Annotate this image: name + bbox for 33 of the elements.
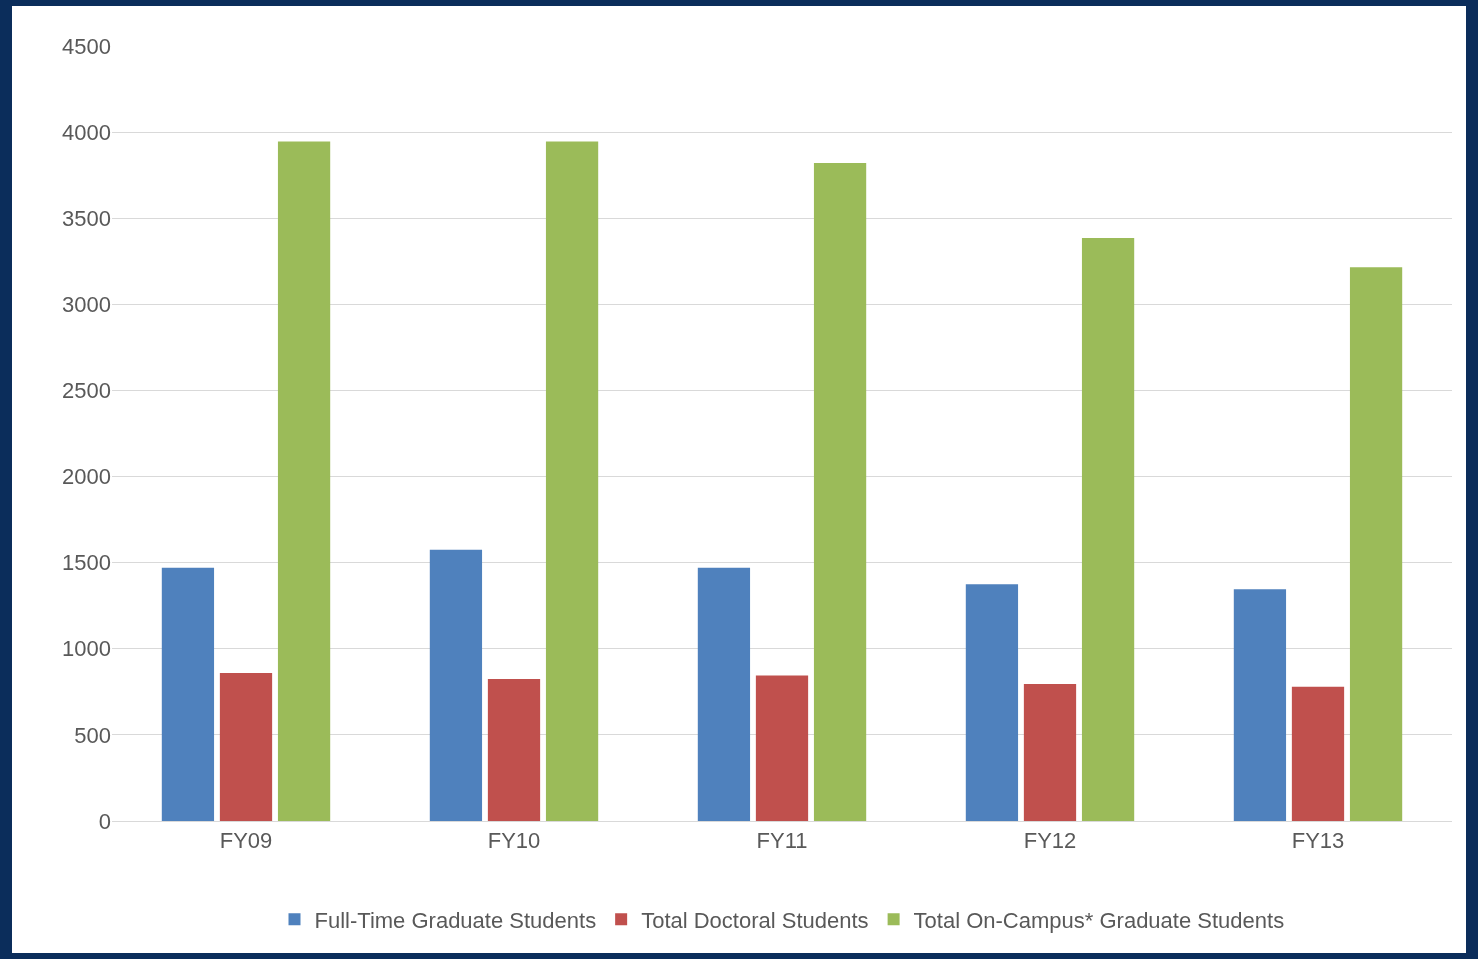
bar [219,672,273,821]
bar [545,141,599,821]
y-tick-label: 4500 [62,33,111,59]
y-tick-label: 0 [98,808,111,834]
x-tick-label: FY09 [219,828,273,854]
y-tick-label: 2000 [62,464,111,490]
y-tick-label: 3500 [62,205,111,231]
bar [1349,267,1403,821]
bar [1291,686,1345,821]
bar [697,567,751,821]
x-tick-label: FY12 [1023,828,1077,854]
legend-label: Full-Time Graduate Students [314,907,597,933]
bar [813,163,867,821]
x-tick-label: FY13 [1291,828,1345,854]
bar [755,675,809,821]
y-tick-label: 4000 [62,119,111,145]
bar [277,141,331,821]
y-tick-label: 1000 [62,636,111,662]
y-tick-label: 500 [74,722,111,748]
bar [161,567,215,821]
bar [1081,238,1135,821]
x-tick-label: FY10 [487,828,541,854]
bar [487,678,541,821]
y-tick-label: 1500 [62,550,111,576]
y-tick-label: 3000 [62,292,111,318]
bar [965,584,1019,821]
bar [429,549,483,821]
legend-label: Total On-Campus* Graduate Students [913,907,1285,933]
bar [1233,589,1287,821]
y-tick-label: 2500 [62,378,111,404]
x-tick-label: FY11 [756,828,808,854]
legend-label: Total Doctoral Students [641,907,869,933]
bar [1023,684,1077,821]
